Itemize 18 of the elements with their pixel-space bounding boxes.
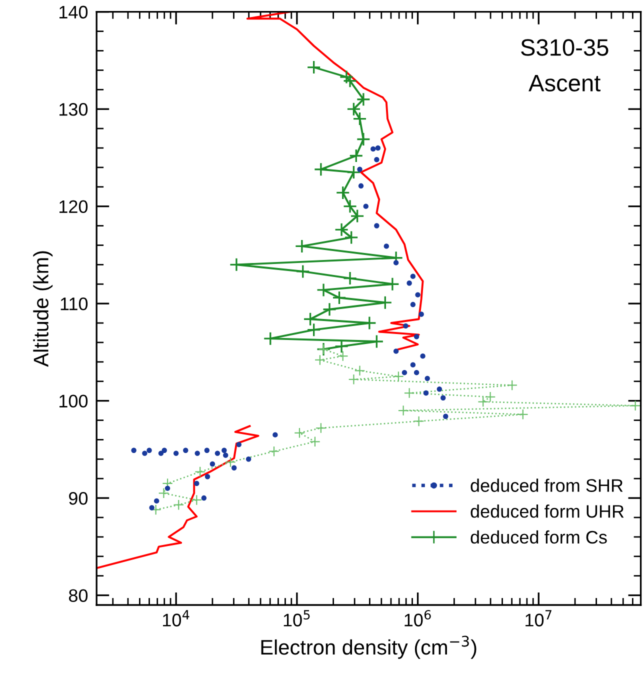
y-tick-label: 120 [60, 200, 88, 214]
annotation: S310-35 [521, 39, 608, 56]
annotation: Ascent [528, 74, 601, 92]
x-tick-label: 10$^{7}$ [526, 610, 552, 626]
x-axis-title: Electron density (cm$^{−3}$) [261, 636, 476, 659]
y-tick-label: 100 [60, 394, 88, 408]
y-axis-title: Altitude (km) [33, 251, 53, 367]
legend-label: deduced form Cs [470, 530, 607, 544]
x-tick-label: 10$^{5}$ [284, 610, 310, 626]
legend-label: deduced form UHR [470, 504, 624, 518]
x-tick-label: 10$^{6}$ [404, 610, 431, 626]
y-tick-label: 110 [60, 297, 88, 310]
legend-label: deduced from SHR [470, 478, 623, 492]
y-tick-label: 140 [60, 6, 88, 19]
x-tick-label: 10$^{4}$ [163, 610, 190, 626]
y-tick-label: 80 [68, 589, 88, 602]
y-tick-label: 130 [60, 103, 88, 116]
y-tick-label: 90 [69, 492, 88, 505]
